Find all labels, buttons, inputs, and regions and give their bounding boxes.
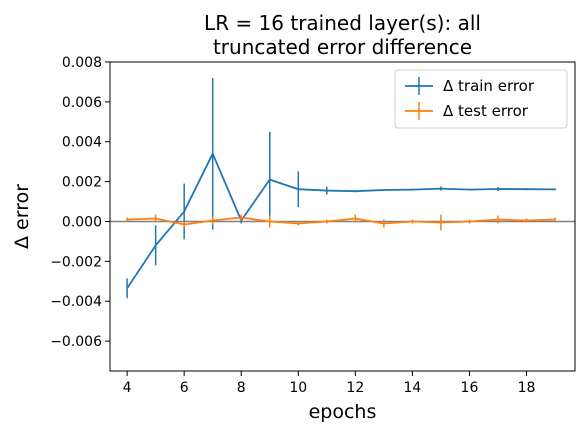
series-test: [126, 214, 556, 231]
y-tick-label: 0.002: [62, 175, 102, 191]
x-tick-label: 10: [289, 380, 307, 396]
x-tick-label: 6: [180, 380, 189, 396]
legend-box: [394, 69, 568, 129]
legend-label: Δ train error: [443, 77, 535, 95]
x-axis-label: epochs: [309, 401, 377, 423]
y-tick-label: 0.004: [62, 135, 102, 151]
legend-label: Δ test error: [443, 102, 529, 120]
y-axis-label: Δ error: [11, 184, 33, 249]
series-line: [127, 216, 556, 226]
x-tick-label: 4: [123, 380, 132, 396]
y-tick-label: −0.002: [50, 254, 102, 270]
x-tick-label: 14: [403, 380, 421, 396]
legend-item: Δ train error: [405, 77, 535, 95]
legend-item: Δ test error: [405, 102, 529, 120]
chart-title-line: LR = 16 trained layer(s): all: [204, 11, 481, 35]
x-tick-label: 8: [237, 380, 246, 396]
series-line: [126, 151, 556, 289]
x-tick-label: 18: [518, 380, 536, 396]
y-tick-label: 0.006: [62, 95, 102, 111]
chart-title: LR = 16 trained layer(s): all truncated e…: [204, 11, 481, 59]
y-tick-label: 0.008: [62, 55, 102, 71]
x-tick-label: 12: [346, 380, 364, 396]
y-tick-label: −0.004: [50, 294, 102, 310]
legend: Δ train error Δ test error: [394, 69, 568, 129]
plot-frame: [109, 61, 576, 372]
chart-title-line: truncated error difference: [213, 35, 472, 59]
y-tick-label: −0.006: [50, 334, 102, 350]
y-tick-label: 0.000: [62, 214, 102, 230]
y-axis: 0.008 0.006 0.004 0.002 0.000 −0.002 −0.004 −0.…: [50, 55, 110, 350]
chart-title-text: LR = 16 trained layer(s): all truncated e…: [204, 11, 481, 59]
x-axis: 4 6 8 10 12 14 16 18: [123, 371, 536, 396]
plot-area: [109, 61, 576, 372]
x-tick-label: 16: [461, 380, 479, 396]
